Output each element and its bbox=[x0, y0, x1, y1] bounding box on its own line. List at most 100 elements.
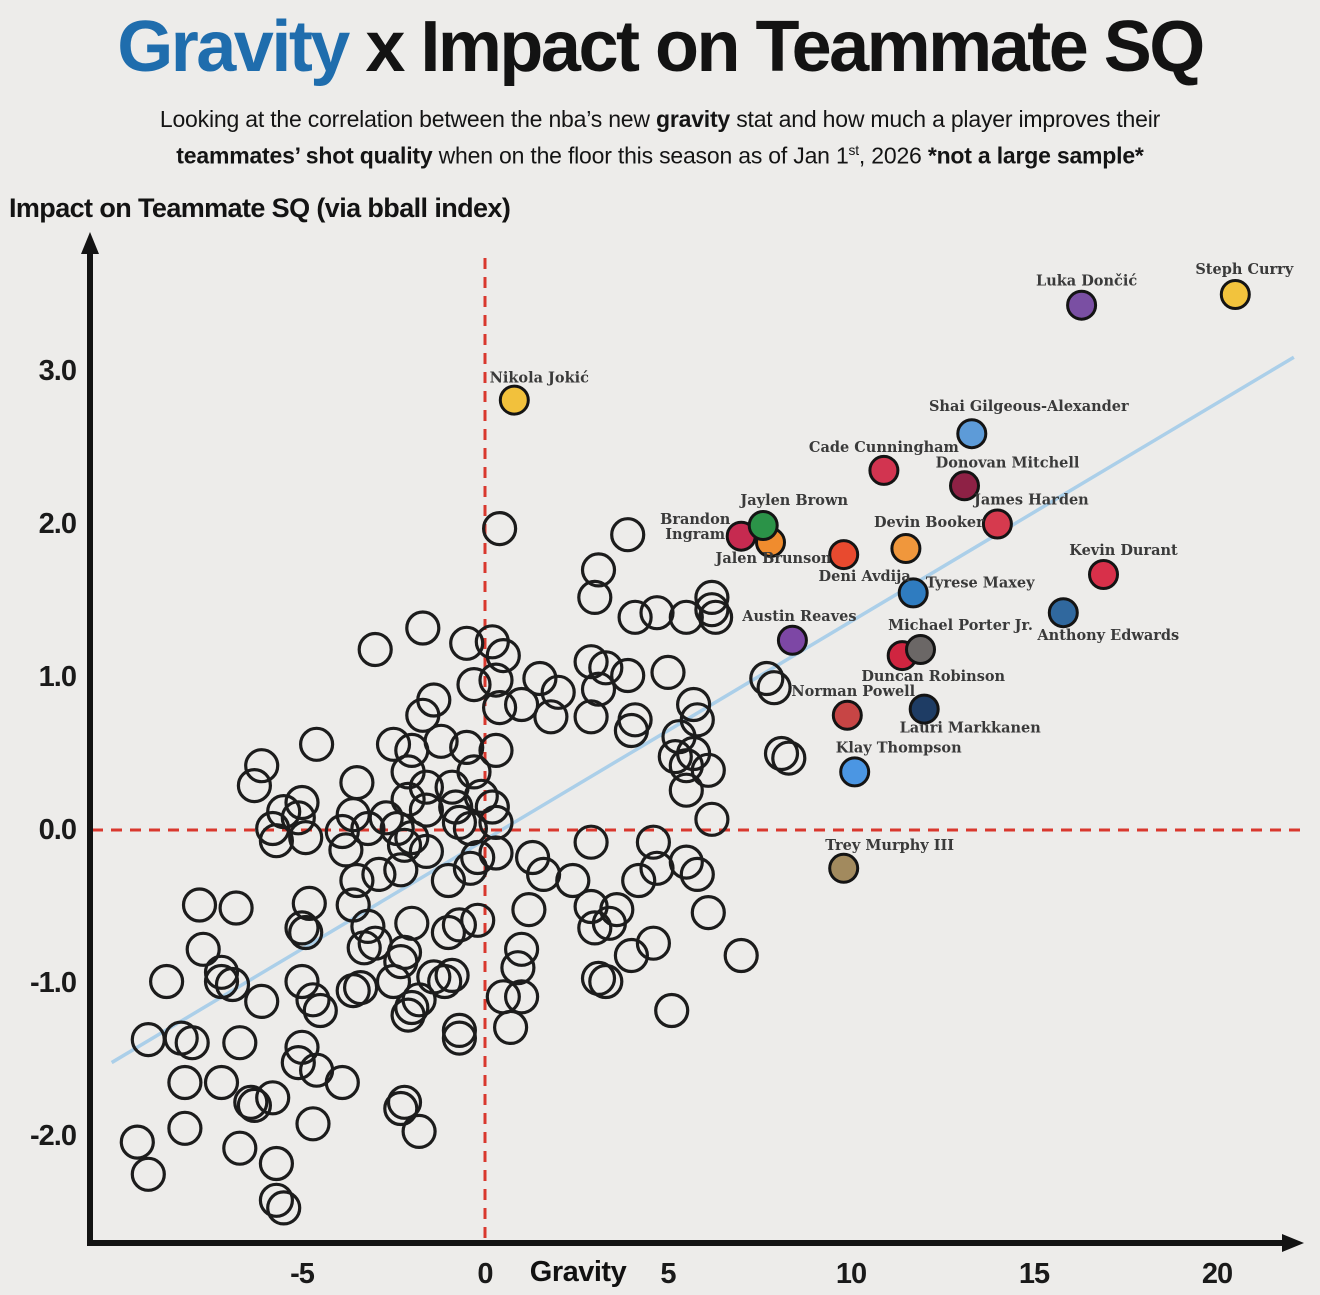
background-point bbox=[474, 789, 510, 825]
background-point bbox=[244, 983, 280, 1020]
background-point bbox=[295, 1106, 331, 1142]
x-tick-label: 20 bbox=[1202, 1258, 1232, 1290]
player-label: Cade Cunningham bbox=[809, 439, 960, 456]
title-rest: Impact on Teammate SQ bbox=[420, 7, 1205, 87]
background-point bbox=[324, 813, 360, 850]
background-points-layer bbox=[119, 510, 807, 1226]
y-tick-label: -2.0 bbox=[30, 1120, 76, 1152]
background-point bbox=[610, 657, 646, 694]
player-label: Norman Powell bbox=[791, 683, 915, 700]
background-point bbox=[533, 699, 569, 735]
x-tick-label: 5 bbox=[660, 1258, 676, 1290]
background-point bbox=[203, 954, 240, 990]
background-point bbox=[771, 740, 807, 776]
x-axis-arrowhead bbox=[1282, 1234, 1304, 1252]
player-point bbox=[1088, 559, 1119, 590]
player-point bbox=[828, 539, 860, 571]
background-point bbox=[119, 1124, 155, 1160]
background-point bbox=[635, 925, 672, 961]
background-point bbox=[478, 732, 514, 769]
background-point bbox=[408, 833, 444, 870]
background-point bbox=[441, 1012, 477, 1049]
background-point bbox=[668, 772, 704, 808]
player-point bbox=[890, 533, 922, 564]
background-point bbox=[167, 1064, 203, 1101]
background-point bbox=[555, 862, 591, 899]
background-point bbox=[478, 835, 514, 871]
background-point bbox=[218, 890, 254, 926]
background-point bbox=[485, 979, 521, 1015]
background-point bbox=[723, 937, 759, 974]
subtitle-segment: *not a large sample* bbox=[927, 142, 1144, 169]
subtitle-segment: st bbox=[848, 143, 860, 158]
background-point bbox=[185, 931, 221, 967]
y-tick-label: 3.0 bbox=[39, 355, 76, 387]
background-point bbox=[449, 625, 485, 661]
background-point bbox=[284, 963, 320, 1000]
background-point bbox=[500, 950, 536, 986]
player-point bbox=[897, 577, 929, 609]
player-label: Nikola Jokić bbox=[490, 370, 590, 387]
background-point bbox=[668, 844, 704, 880]
x-tick-label: 0 bbox=[477, 1258, 492, 1290]
background-point bbox=[690, 894, 726, 931]
player-label: Luka Dončić bbox=[1036, 273, 1137, 290]
background-point bbox=[621, 862, 657, 899]
background-point bbox=[591, 905, 628, 941]
background-point bbox=[463, 778, 499, 814]
background-point bbox=[749, 660, 785, 697]
player-points-layer bbox=[498, 279, 1251, 884]
player-point bbox=[905, 634, 936, 665]
subtitle-line-1: Looking at the correlation between the n… bbox=[0, 104, 1320, 135]
background-point bbox=[577, 910, 613, 946]
background-point bbox=[401, 1113, 437, 1150]
background-point bbox=[434, 957, 470, 994]
player-point bbox=[956, 418, 988, 450]
player-label: Trey Murphy III bbox=[825, 837, 954, 854]
player-point bbox=[949, 470, 980, 502]
background-point bbox=[386, 827, 423, 863]
y-tick-label: -1.0 bbox=[30, 967, 76, 999]
background-point bbox=[493, 1009, 529, 1046]
player-label: Steph Curry bbox=[1195, 261, 1293, 278]
background-point bbox=[383, 852, 419, 888]
player-point bbox=[498, 384, 530, 416]
background-point bbox=[763, 735, 800, 772]
background-point bbox=[449, 729, 485, 766]
background-point bbox=[339, 862, 375, 899]
background-point bbox=[357, 631, 393, 668]
background-point bbox=[580, 671, 617, 707]
background-point bbox=[236, 767, 272, 804]
background-point bbox=[540, 674, 576, 710]
background-point bbox=[302, 992, 338, 1029]
player-label: Ingram bbox=[665, 526, 725, 543]
background-point bbox=[694, 801, 730, 837]
x-tick-label: 15 bbox=[1019, 1258, 1050, 1290]
background-point bbox=[236, 1087, 272, 1124]
background-point bbox=[694, 579, 730, 616]
background-point bbox=[266, 1190, 302, 1226]
player-label: Kevin Durant bbox=[1069, 542, 1178, 559]
background-point bbox=[350, 908, 386, 945]
background-point bbox=[690, 752, 726, 788]
background-point bbox=[441, 907, 477, 943]
subtitle-segment: teammates’ shot quality bbox=[176, 142, 433, 169]
player-label: Jalen Brunson bbox=[714, 550, 832, 567]
background-point bbox=[350, 810, 386, 847]
background-point bbox=[697, 599, 734, 635]
subtitle-segment: Looking at the correlation between the n… bbox=[159, 106, 656, 132]
background-point bbox=[573, 824, 609, 860]
background-point bbox=[635, 824, 672, 860]
player-label: Devin Booker bbox=[874, 514, 984, 531]
background-point bbox=[430, 862, 466, 899]
background-point bbox=[244, 748, 280, 784]
background-point bbox=[149, 963, 185, 1000]
player-point bbox=[1066, 289, 1098, 321]
background-point bbox=[613, 712, 650, 749]
player-label: Tyrese Maxey bbox=[926, 574, 1035, 591]
background-point bbox=[522, 660, 558, 697]
player-point bbox=[828, 852, 860, 884]
background-point bbox=[328, 832, 364, 868]
player-label: Shai Gilgeous-Alexander bbox=[929, 398, 1129, 415]
